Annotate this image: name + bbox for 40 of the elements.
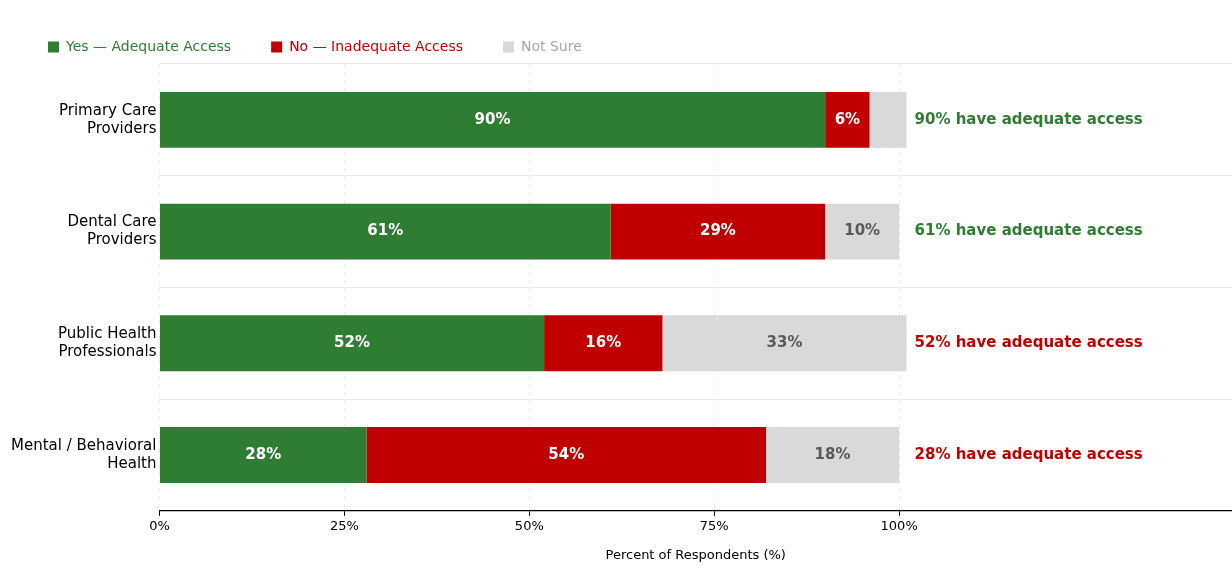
annotation: 90% have adequate access <box>914 109 1143 128</box>
bar <box>159 91 826 148</box>
annotation: 28% have adequate access <box>914 444 1143 463</box>
data-label: 28% <box>245 444 282 463</box>
bar <box>662 315 907 372</box>
y-tick-label: Dental Care Providers <box>67 212 157 249</box>
bar <box>366 427 767 483</box>
x-tick-label: 50% <box>514 517 544 533</box>
data-label: 10% <box>844 221 881 240</box>
x-tick-label: 100% <box>880 517 918 533</box>
data-label: 52% <box>334 333 370 352</box>
legend-label: Not Sure <box>520 37 582 54</box>
data-label: 18% <box>814 444 851 463</box>
bar <box>159 427 367 483</box>
data-label: 54% <box>548 444 585 463</box>
data-label: 33% <box>766 333 803 352</box>
legend-label: No — Inadequate Access <box>289 37 463 54</box>
x-tick-label: 25% <box>329 517 359 533</box>
bar <box>159 315 545 372</box>
x-tick-label: 0% <box>149 517 170 533</box>
data-label: 6% <box>834 109 861 128</box>
bar <box>544 315 663 372</box>
x-axis-title: Percent of Respondents (%) <box>605 546 786 562</box>
bar <box>766 427 900 483</box>
y-tick-label: Primary Care Providers <box>59 100 157 137</box>
data-label: 16% <box>585 333 622 352</box>
legend-label: Yes — Adequate Access <box>65 37 232 54</box>
bar <box>869 91 907 148</box>
bar <box>825 91 870 148</box>
y-tick-label: Mental / Behavioral Health <box>10 435 157 472</box>
data-label: 61% <box>367 221 404 240</box>
y-tick-label: Public Health Professionals <box>58 324 157 361</box>
x-tick-label: 75% <box>699 517 729 533</box>
bar <box>825 203 900 260</box>
bar <box>610 203 826 260</box>
data-label: 90% <box>474 109 511 128</box>
data-label: 29% <box>699 221 736 240</box>
annotation: 52% have adequate access <box>914 333 1143 352</box>
annotation: 61% have adequate access <box>914 221 1143 240</box>
bar <box>159 203 611 260</box>
